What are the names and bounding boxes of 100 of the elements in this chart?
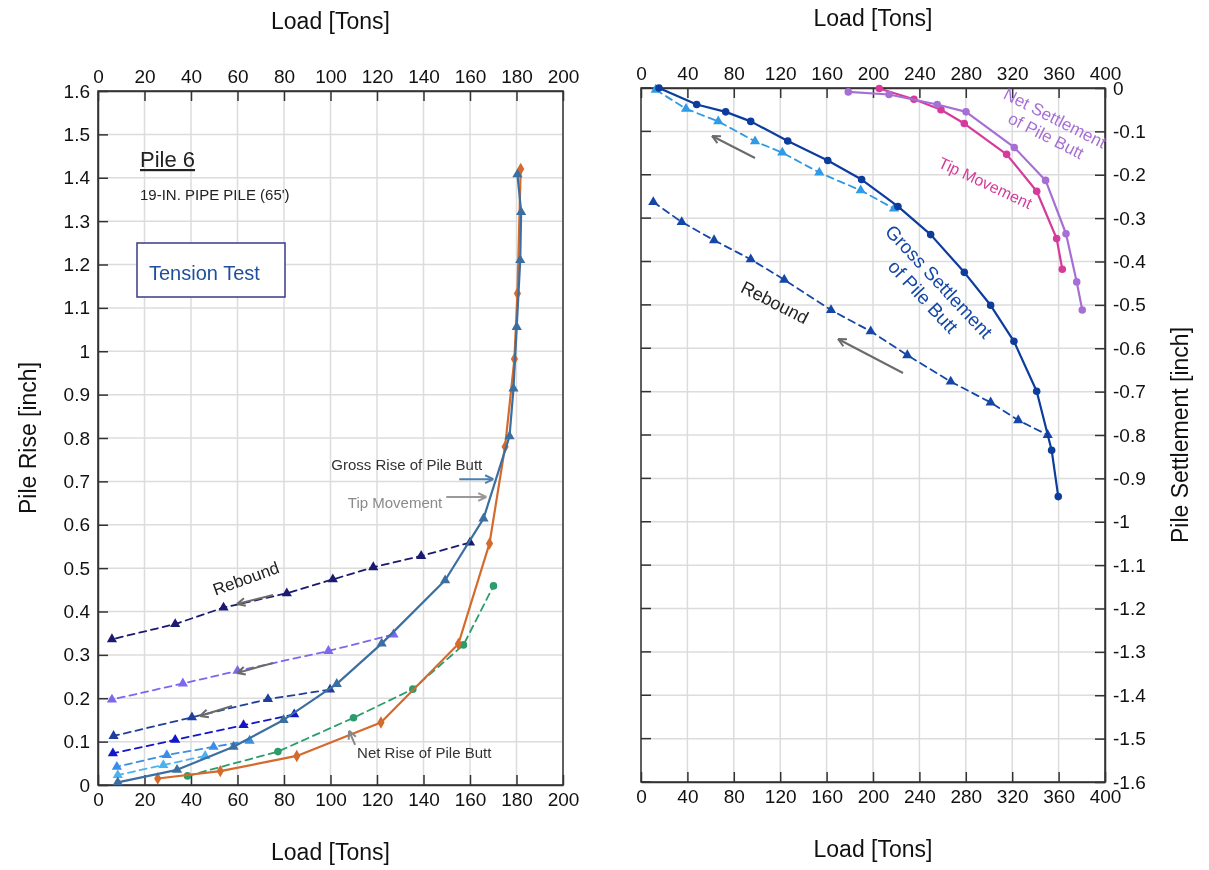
annotation: Net Rise of Pile Butt [357, 743, 493, 761]
y-axis-title: Pile Rise [inch] [15, 361, 41, 515]
y2-tick-label: -1.5 [1113, 728, 1146, 750]
y-tick-label: 0.7 [63, 470, 90, 492]
point [349, 713, 358, 722]
x-tick-label: 40 [677, 786, 699, 808]
point [158, 759, 169, 768]
y2-tick-label: -0.9 [1113, 467, 1146, 489]
y2-tick-label: -0.8 [1113, 424, 1146, 446]
point [855, 184, 866, 194]
point [274, 747, 282, 756]
y2-tick-label: -1.4 [1113, 684, 1147, 706]
point [655, 84, 663, 92]
point [331, 678, 342, 687]
point [1062, 229, 1070, 238]
point [1010, 337, 1018, 346]
point [713, 115, 724, 125]
point [648, 196, 659, 206]
point [478, 512, 489, 522]
y2-tick-label: -0.2 [1113, 164, 1146, 186]
y2-tick-label: -1.3 [1113, 641, 1146, 663]
point [440, 574, 451, 584]
point [107, 747, 118, 757]
point [170, 618, 181, 628]
point [814, 166, 825, 176]
y-tick-label: 0.8 [63, 427, 90, 449]
point [111, 760, 122, 770]
annotation: Pile 6 [140, 147, 196, 172]
point [749, 135, 761, 145]
point [262, 693, 274, 703]
x-tick-label: 360 [1043, 786, 1075, 808]
point [933, 100, 942, 109]
y-tick-label: 0.2 [63, 687, 90, 709]
annotation: Tension Test [149, 262, 261, 284]
point [746, 117, 755, 126]
point [902, 349, 913, 359]
y-tick-label: 1.2 [63, 254, 90, 276]
point [376, 637, 387, 647]
point [327, 573, 338, 583]
point [323, 645, 334, 654]
x-tick-label: 240 [904, 786, 936, 808]
y-tick-label: 1.4 [63, 167, 91, 189]
y2-axis-title: Pile Settlement [inch] [1167, 326, 1193, 544]
x-tick-label: 100 [315, 66, 347, 87]
point [108, 730, 119, 739]
y-tick-label: 1.6 [63, 80, 90, 102]
x2-axis-title: Load [Tons] [271, 8, 390, 34]
x-axis-title: Load [Tons] [271, 839, 390, 865]
x-tick-label: 120 [764, 786, 797, 808]
y-tick-label: 0.1 [63, 731, 90, 753]
y2-tick-label: -0.3 [1113, 207, 1146, 229]
x-tick-label: 0 [636, 786, 647, 808]
point [208, 740, 219, 750]
point [985, 396, 996, 406]
y-tick-label: 1.1 [63, 297, 90, 319]
y2-tick-label: -0.4 [1113, 251, 1147, 273]
point [161, 749, 172, 759]
x-tick-label: 320 [996, 786, 1029, 808]
point [1013, 414, 1024, 424]
point [844, 88, 853, 96]
point [504, 430, 515, 440]
point [1010, 143, 1019, 152]
point [894, 202, 902, 211]
point [721, 108, 730, 116]
x-tick-label: 180 [501, 66, 533, 87]
point [515, 254, 526, 264]
annotation: Gross Rise of Pile Butt [331, 456, 484, 474]
x-tick-label: 200 [857, 786, 890, 808]
point [1078, 306, 1087, 314]
y-tick-label: 1 [79, 340, 90, 362]
y2-tick-label: -1 [1113, 511, 1130, 533]
x-tick-label: 80 [723, 786, 745, 808]
x-tick-label: 160 [811, 786, 843, 808]
point [112, 769, 123, 778]
annotation: Tip Movement [347, 493, 444, 511]
point [186, 711, 198, 721]
point [692, 100, 701, 109]
y2-tick-label: -0.1 [1113, 120, 1146, 142]
point [511, 321, 522, 330]
x2-axis-title: Load [Tons] [813, 5, 933, 31]
point [171, 763, 183, 773]
x-tick-label: 20 [134, 66, 156, 87]
point [278, 714, 289, 723]
y-tick-label: 0.3 [63, 644, 90, 666]
point [676, 216, 687, 225]
point [1032, 387, 1041, 395]
point [680, 102, 692, 112]
point [1058, 265, 1067, 274]
point [218, 601, 229, 611]
point [1054, 492, 1063, 501]
point [875, 84, 884, 93]
point [1032, 187, 1041, 196]
point [1002, 150, 1011, 159]
point [962, 108, 970, 116]
point [416, 550, 427, 559]
point [177, 677, 188, 687]
point [1041, 176, 1050, 185]
y2-tick-label: -1.2 [1113, 598, 1146, 620]
y-tick-label: 0.4 [63, 601, 91, 623]
point [825, 304, 837, 314]
